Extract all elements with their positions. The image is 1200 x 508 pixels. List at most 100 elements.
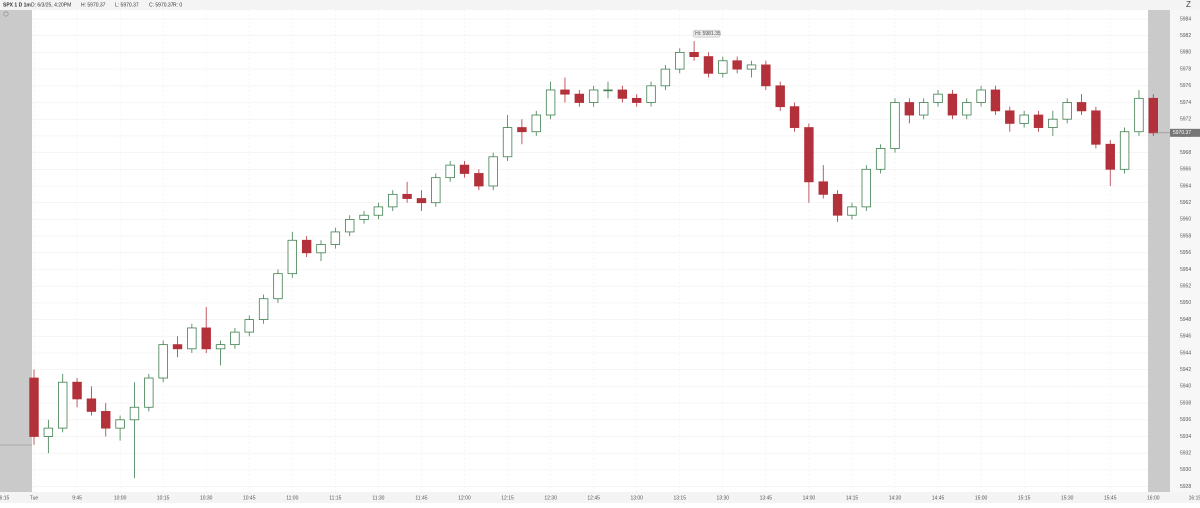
toolbar-low: L: 5970.37	[115, 2, 139, 8]
candle-body	[545, 89, 556, 116]
candle-body	[818, 181, 828, 195]
candle-body	[287, 239, 298, 275]
candle-body	[72, 381, 82, 400]
zoom-icon[interactable]: Z	[1186, 0, 1191, 9]
premarket-shade	[0, 10, 32, 492]
x-tick-label: 15:30	[1061, 495, 1074, 501]
candle-body	[1091, 110, 1101, 145]
y-tick-label: 5938	[1180, 400, 1191, 406]
candle-body	[58, 381, 68, 429]
candle-body	[918, 102, 929, 116]
afterhours-shade	[1148, 10, 1170, 492]
y-tick-label: 5954	[1180, 267, 1191, 273]
candle-body	[660, 68, 671, 87]
candle-body	[904, 102, 915, 116]
x-tick-label: 16:00	[1147, 495, 1160, 501]
x-tick-label: Tue	[30, 495, 39, 501]
candle-body	[1134, 97, 1144, 133]
candle-body	[431, 177, 441, 204]
candle-body	[144, 377, 154, 408]
candle-body	[316, 244, 326, 254]
candle-body	[273, 273, 283, 300]
candle-body	[603, 89, 613, 92]
x-tick-label: 10:15	[157, 495, 170, 501]
y-tick-label: 5928	[1180, 484, 1191, 490]
y-tick-label: 5966	[1180, 167, 1191, 173]
candle-body	[373, 206, 384, 216]
x-tick-label: 11:30	[372, 495, 384, 501]
price-axis	[1170, 10, 1200, 492]
candle-body	[631, 97, 642, 103]
x-tick-label: 14:00	[803, 495, 816, 501]
candle-body	[330, 231, 341, 245]
toolbar	[0, 0, 1200, 10]
x-tick-label: 16:15	[1189, 495, 1200, 501]
y-tick-label: 5974	[1180, 100, 1191, 106]
candle-body	[230, 331, 240, 346]
x-tick-label: 16:15	[0, 495, 9, 501]
candle-body	[718, 60, 728, 74]
candle-body	[617, 89, 628, 99]
x-tick-label: 10:30	[200, 495, 213, 501]
y-tick-label: 5962	[1180, 200, 1191, 206]
candle-body	[101, 411, 111, 429]
last-price-box	[1170, 128, 1200, 137]
candle-body	[761, 64, 771, 87]
x-tick-label: 11:15	[329, 495, 341, 501]
candle-body	[459, 164, 470, 174]
y-tick-label: 5978	[1180, 66, 1191, 72]
last-price-label: 5970.37	[1173, 130, 1191, 136]
y-tick-label: 5930	[1180, 467, 1191, 473]
candle-body	[775, 85, 785, 108]
time-axis	[0, 492, 1200, 503]
candle-body	[861, 168, 872, 208]
candle-body	[172, 344, 183, 350]
candle-body	[1033, 114, 1044, 128]
x-tick-label: 12:15	[501, 495, 514, 501]
candle-body	[804, 127, 814, 183]
x-tick-label: 11:00	[286, 495, 298, 501]
candle-body	[933, 93, 943, 103]
toolbar-close: C: 5970.37	[149, 2, 174, 8]
candle-body	[244, 319, 254, 333]
x-tick-label: 14:15	[846, 495, 859, 501]
candle-body	[402, 193, 412, 199]
y-tick-label: 5942	[1180, 367, 1191, 373]
y-tick-label: 5936	[1180, 417, 1191, 423]
symbol: SPX 1 D 1m	[3, 2, 31, 8]
x-tick-label: 12:30	[544, 495, 557, 501]
y-tick-label: 5958	[1180, 233, 1191, 239]
toolbar-date: D: 6/3/25, 4:20PM	[31, 2, 71, 8]
candle-body	[29, 377, 39, 437]
candle-body	[732, 60, 742, 70]
candle-body	[832, 193, 843, 216]
x-tick-label: 14:45	[932, 495, 945, 501]
x-tick-label: 13:15	[673, 495, 686, 501]
candle-body	[746, 64, 757, 70]
x-tick-label: 15:00	[975, 495, 988, 501]
y-tick-label: 5980	[1180, 50, 1191, 56]
y-tick-label: 5944	[1180, 350, 1191, 356]
x-tick-label: 14:30	[889, 495, 902, 501]
candle-body	[675, 52, 685, 70]
y-tick-label: 5940	[1180, 384, 1191, 390]
toolbar-range: R: 0	[173, 2, 182, 8]
x-tick-label: 12:00	[458, 495, 471, 501]
x-tick-label: 13:30	[717, 495, 730, 501]
y-tick-label: 5934	[1180, 434, 1191, 440]
candle-body	[201, 327, 211, 350]
candle-body	[86, 398, 97, 412]
y-tick-label: 5950	[1180, 300, 1191, 306]
y-tick-label: 5984	[1180, 16, 1191, 22]
candle-body	[1048, 118, 1058, 128]
candle-body	[847, 206, 857, 216]
candle-body	[962, 102, 972, 116]
candle-body	[43, 427, 54, 437]
x-tick-label: 15:15	[1018, 495, 1031, 501]
y-tick-label: 5964	[1180, 183, 1191, 189]
y-tick-label: 5968	[1180, 150, 1191, 156]
candle-body	[646, 85, 656, 103]
candle-body	[129, 406, 140, 421]
settings-icon[interactable]	[3, 11, 9, 17]
